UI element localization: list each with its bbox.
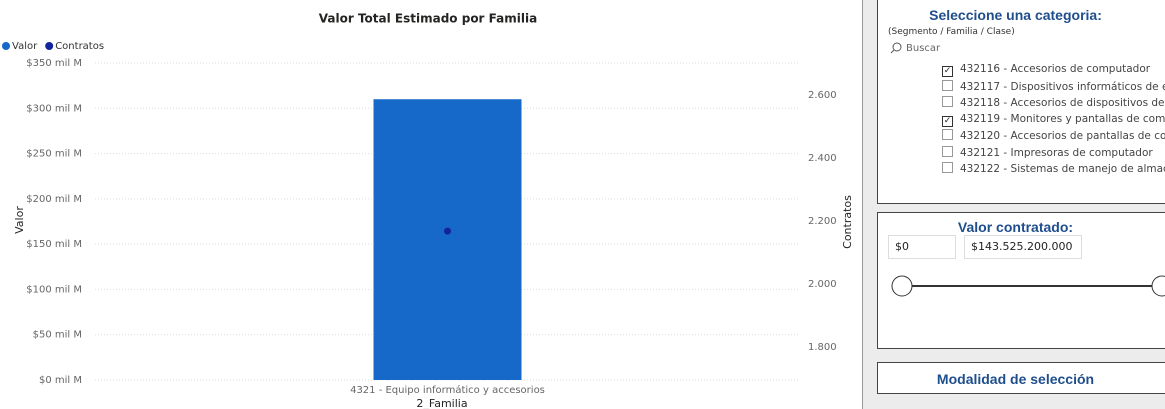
slicer-item[interactable]: 432121 - Impresoras de computador — [942, 145, 1165, 159]
range-slider[interactable] — [878, 271, 1165, 301]
checkbox[interactable]: ✓ — [942, 115, 953, 127]
item-label: 432117 - Dispositivos informáticos de e.… — [960, 80, 1165, 93]
y-tick-label: $350 mil M — [26, 58, 82, 69]
item-label: 432119 - Monitores y pantallas de comp..… — [960, 112, 1165, 125]
filter-pane: Seleccione una categoria: (Segmento / Fa… — [862, 0, 1165, 409]
y-tick-label: $300 mil M — [26, 103, 82, 114]
value-slicer: Valor contratado: $0 $143.525.200.000 — [877, 212, 1165, 349]
x-tick-label: 4321 - Equipo informático y accesorios — [350, 384, 545, 396]
y-tick-label: $50 mil M — [33, 330, 82, 341]
y2-tick-label: 2.600 — [808, 90, 837, 101]
legend-marker — [45, 42, 54, 50]
chart: Valor Total Estimado por Familia Valor C… — [2, 12, 854, 409]
legend-label: Contratos — [55, 41, 104, 52]
y-tick-label: $250 mil M — [26, 149, 82, 160]
search-box[interactable]: Buscar — [906, 43, 941, 54]
y2-tick-label: 2.000 — [808, 279, 837, 290]
y-tick-label: $100 mil M — [26, 284, 82, 295]
bar — [373, 99, 522, 380]
slicer-title: Valor contratado: — [957, 219, 1074, 235]
item-label: 432116 - Accesorios de computador — [960, 63, 1151, 75]
slicer-item[interactable]: ✓ 432116 - Accesorios de computador — [942, 63, 1165, 77]
slicer-item[interactable]: 432118 - Accesorios de dispositivos de .… — [942, 96, 1165, 109]
y-tick-label: $150 mil M — [26, 239, 82, 250]
min-input[interactable]: $0 — [888, 235, 956, 259]
max-input[interactable]: $143.525.200.000 — [964, 235, 1082, 259]
slicer-item[interactable]: 432120 - Accesorios de pantallas de co..… — [942, 129, 1165, 142]
x-axis-title: 2_Familia — [416, 397, 467, 409]
mode-slicer: Modalidad de selección — [877, 362, 1165, 394]
item-label: 432118 - Accesorios de dispositivos de .… — [960, 97, 1165, 109]
checkbox[interactable] — [942, 96, 953, 107]
slicer-item[interactable]: 432117 - Dispositivos informáticos de e.… — [942, 79, 1165, 93]
legend-label: Valor — [12, 41, 38, 52]
y2-tick-label: 1.800 — [808, 342, 837, 353]
checkbox[interactable] — [942, 129, 953, 140]
slicer-title: Seleccione una categoria: — [929, 7, 1102, 23]
search-icon — [890, 42, 902, 54]
checkbox[interactable] — [942, 79, 953, 91]
checkbox[interactable]: ✓ — [942, 66, 953, 77]
slicer-item[interactable]: ✓ 432119 - Monitores y pantallas de comp.… — [942, 113, 1165, 127]
y-tick-label: $200 mil M — [26, 194, 82, 205]
category-slicer: Seleccione una categoria: (Segmento / Fa… — [877, 0, 1165, 204]
y2-tick-label: 2.200 — [808, 216, 837, 227]
legend-marker — [2, 42, 10, 50]
y-axis-title: Valor — [13, 206, 26, 234]
slicer-title: Modalidad de selección — [936, 371, 1095, 387]
checkbox[interactable] — [942, 162, 953, 173]
item-label: 432120 - Accesorios de pantallas de co..… — [960, 130, 1165, 142]
chart-title: Valor Total Estimado por Familia — [319, 12, 537, 26]
item-label: 432122 - Sistemas de manejo de almace... — [960, 163, 1165, 175]
line-point — [444, 227, 451, 235]
checkbox[interactable] — [942, 145, 953, 157]
y2-tick-label: 2.400 — [808, 153, 837, 164]
y-tick-label: $0 mil M — [39, 375, 82, 386]
slicer-subtitle: (Segmento / Familia / Clase) — [888, 27, 1015, 37]
slicer-item[interactable]: 432122 - Sistemas de manejo de almace... — [942, 162, 1165, 175]
y2-axis-title: Contratos — [841, 195, 854, 249]
item-label: 432121 - Impresoras de computador — [960, 146, 1153, 159]
